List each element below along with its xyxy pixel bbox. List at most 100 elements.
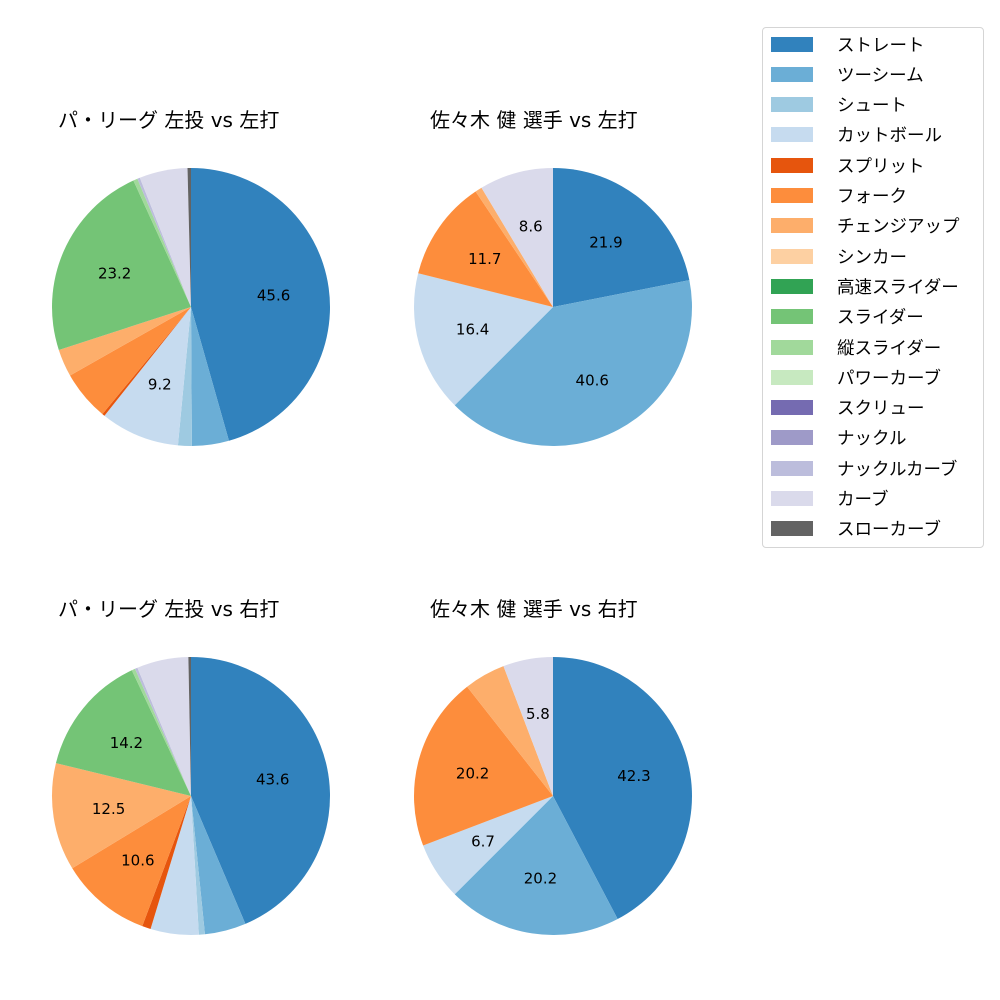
legend-item: カットボール [771, 125, 942, 146]
legend-item: シュート [771, 95, 907, 117]
slice-label: 5.8 [526, 705, 550, 723]
slice-label: 9.2 [148, 375, 172, 393]
legend-item: ナックルカーブ [771, 458, 958, 480]
slice-label: 20.2 [456, 765, 489, 783]
pie-slice [481, 168, 553, 307]
legend-item: スローカーブ [771, 519, 941, 541]
legend-item: ストレート [771, 34, 925, 56]
legend-item: フォーク [771, 186, 907, 207]
pie-slice [454, 796, 618, 936]
pie-slice [191, 796, 246, 935]
pie-chart-3: 43.6 10.6 12.5 14.2 [51, 657, 331, 935]
pie-slice [191, 168, 330, 441]
slice-label: 40.6 [576, 372, 609, 390]
slice-label: 45.6 [257, 287, 290, 305]
pie-slice [104, 307, 191, 446]
legend-label: パワーカーブ [837, 368, 941, 389]
pie-slice [187, 168, 191, 307]
pie-slice [454, 280, 693, 447]
legend-label: スライダー [837, 308, 924, 329]
legend-item: ツーシーム [771, 64, 924, 86]
slice-label: 21.9 [589, 234, 622, 252]
legend-swatch [771, 157, 813, 173]
slice-label: 43.6 [256, 770, 289, 788]
legend-item: スライダー [771, 307, 924, 329]
pie-slice [131, 668, 191, 796]
pie-slice [553, 657, 693, 920]
legend-swatch [771, 491, 813, 506]
pie-slice [134, 667, 191, 796]
slice-label: 20.2 [524, 869, 557, 887]
legend-item: スクリュー [771, 398, 925, 420]
slice-label: 42.3 [617, 767, 650, 785]
pie-slice [503, 657, 553, 796]
legend-label: シンカー [837, 247, 907, 268]
legend-item: チェンジアップ [771, 216, 960, 238]
pie-slice [70, 307, 191, 415]
legend-label: ストレート [837, 35, 925, 56]
legend-item: 縦スライダー [771, 337, 941, 359]
slice-label: 23.2 [98, 264, 131, 282]
slice-label: 12.5 [92, 800, 125, 818]
legend-label: ツーシーム [837, 65, 924, 86]
pie-slice [475, 187, 553, 307]
legend-swatch [771, 218, 813, 234]
slice-label: 10.6 [121, 851, 154, 869]
pie-slice [55, 670, 191, 796]
slice-label: 16.4 [456, 320, 489, 338]
legend-swatch [771, 188, 813, 203]
legend-item: スプリット [771, 155, 925, 177]
pie-slice [58, 307, 191, 376]
pie-slice [137, 177, 191, 307]
pie-slice [102, 307, 191, 416]
legend-label: シュート [837, 96, 907, 117]
chart-title-1: パ・リーグ 左投 vs 左打 [58, 108, 280, 132]
legend-swatch [771, 66, 813, 82]
legend-item: カーブ [771, 489, 889, 510]
legend-swatch [771, 339, 813, 355]
pie-slice [188, 657, 191, 796]
pie-chart-4: 42.3 20.2 6.7 20.2 5.8 [414, 657, 693, 936]
pie-slice [191, 796, 205, 935]
legend-swatch [771, 369, 813, 385]
pie-slice [177, 307, 192, 446]
legend-swatch [771, 430, 813, 446]
legend-swatch [771, 248, 813, 264]
pie-slice [413, 273, 553, 406]
legend-label: スローカーブ [837, 520, 941, 541]
pie-slice [150, 796, 199, 935]
legend-swatch [771, 521, 813, 537]
slice-label: 11.7 [468, 250, 501, 268]
pie-slice [139, 168, 191, 307]
pie-slice [137, 657, 191, 796]
legend-label: カーブ [837, 490, 889, 510]
legend-swatch [771, 309, 813, 325]
chart-title-4: 佐々木 健 選手 vs 右打 [430, 597, 638, 621]
legend-swatch [771, 278, 813, 294]
pie-slice [467, 666, 553, 796]
chart-title-2: 佐々木 健 選手 vs 左打 [430, 108, 638, 132]
slice-label: 8.6 [519, 218, 543, 236]
legend-label: フォーク [837, 187, 907, 207]
legend: ストレートツーシームシュートカットボールスプリットフォークチェンジアップ シンカー… [762, 27, 984, 548]
slice-label: 6.7 [471, 832, 495, 850]
pie-slice [418, 191, 553, 307]
pie-slice [191, 307, 229, 446]
pie-slice [133, 178, 191, 307]
legend-swatch [771, 127, 813, 143]
legend-item: 高速スライダー [771, 276, 959, 298]
legend-item: シンカー [771, 246, 907, 268]
legend-item: パワーカーブ [771, 367, 941, 389]
legend-label: ナックル [837, 429, 907, 450]
legend-label: ナックルカーブ [837, 459, 958, 480]
pie-slice [191, 657, 331, 924]
pie-slice [72, 796, 191, 927]
legend-label: スクリュー [837, 399, 925, 420]
chart-title-3: パ・リーグ 左投 vs 右打 [58, 597, 280, 621]
pie-slice [414, 686, 553, 846]
pie-slice [553, 168, 690, 307]
legend-label: チェンジアップ [837, 217, 960, 238]
legend-label: スプリット [837, 156, 925, 177]
pie-slice [51, 180, 192, 350]
